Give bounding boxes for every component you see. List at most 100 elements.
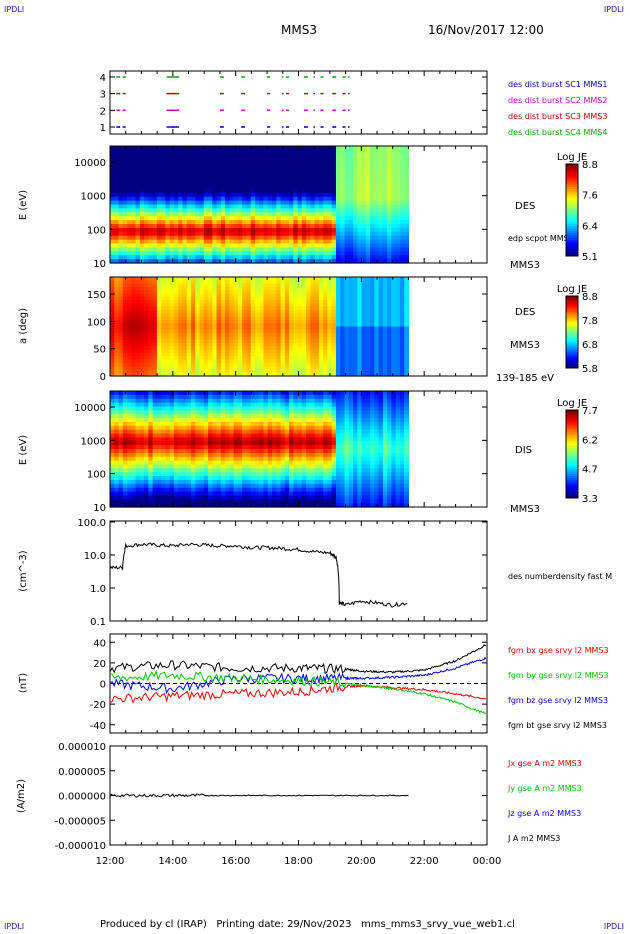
heatmap-cell xyxy=(365,259,371,264)
heatmap-cell xyxy=(314,153,320,159)
heatmap-cell xyxy=(340,286,346,291)
heatmap-cell xyxy=(331,333,337,337)
heatmap-cell xyxy=(267,326,273,331)
heatmap-cell xyxy=(314,204,320,209)
heatmap-cell xyxy=(357,316,363,321)
heatmap-cell xyxy=(250,372,256,377)
heatmap-cell xyxy=(340,333,346,337)
heatmap-cell xyxy=(242,212,248,217)
heatmap-cell xyxy=(229,251,235,256)
heatmap-cell xyxy=(225,290,230,295)
heatmap-cell xyxy=(242,146,248,151)
heatmap-cell xyxy=(254,310,260,314)
heatmap-cell xyxy=(212,188,218,194)
heatmap-cell xyxy=(152,468,158,473)
heatmap-cell xyxy=(195,356,201,361)
heatmap-cell xyxy=(186,356,192,361)
heatmap-cell xyxy=(186,280,192,285)
heatmap-cell xyxy=(191,372,196,377)
heatmap-cell xyxy=(267,369,273,374)
heatmap-cell xyxy=(382,149,388,155)
heatmap-cell xyxy=(131,239,137,245)
heatmap-cell xyxy=(323,251,329,256)
heatmap-cell xyxy=(216,204,222,209)
heatmap-cell xyxy=(148,277,154,281)
heatmap-cell xyxy=(348,231,354,237)
heatmap-cell xyxy=(173,235,179,241)
heatmap-cell xyxy=(404,339,410,344)
heatmap-cell xyxy=(272,277,277,281)
heatmap-cell xyxy=(165,433,171,438)
heatmap-cell xyxy=(156,421,162,427)
heatmap-cell xyxy=(353,169,358,174)
heatmap-cell xyxy=(216,239,222,245)
heatmap-cell xyxy=(353,280,358,285)
heatmap-cell xyxy=(114,456,120,462)
heatmap-cell xyxy=(208,220,213,225)
heatmap-cell xyxy=(284,243,290,248)
burst-marker xyxy=(313,92,316,95)
heatmap-cell xyxy=(318,220,324,225)
heatmap-cell xyxy=(259,192,265,198)
heatmap-cell xyxy=(382,235,388,241)
heatmap-cell xyxy=(391,359,397,364)
heatmap-cell xyxy=(148,359,154,364)
heatmap-cell xyxy=(293,173,299,178)
heatmap-cell xyxy=(250,296,256,301)
heatmap-cell xyxy=(301,286,307,291)
heatmap-cell xyxy=(203,259,209,264)
heatmap-cell xyxy=(263,290,269,295)
heatmap-cell xyxy=(280,251,286,256)
heatmap-cell xyxy=(220,224,226,229)
heatmap-cell xyxy=(118,343,124,347)
heatmap-cell xyxy=(122,181,128,186)
heatmap-cell xyxy=(156,196,162,202)
heatmap-cell xyxy=(378,169,384,174)
heatmap-cell xyxy=(212,366,218,370)
heatmap-cell xyxy=(229,146,235,151)
heatmap-cell xyxy=(216,188,222,194)
heatmap-cell xyxy=(267,239,273,245)
heatmap-cell xyxy=(152,235,158,241)
heatmap-cell xyxy=(284,227,290,233)
heatmap-cell xyxy=(263,243,269,248)
heatmap-cell xyxy=(165,243,171,248)
heatmap-cell xyxy=(186,336,192,341)
heatmap-cell xyxy=(246,192,252,198)
heatmap-cell xyxy=(110,343,115,347)
heatmap-cell xyxy=(353,204,358,209)
heatmap-cell xyxy=(127,220,132,225)
heatmap-cell xyxy=(169,208,175,213)
heatmap-cell xyxy=(250,224,256,229)
heatmap-cell xyxy=(212,212,218,217)
heatmap-cell xyxy=(365,336,371,341)
heatmap-cell xyxy=(225,188,230,194)
heatmap-cell xyxy=(148,313,154,318)
heatmap-cell xyxy=(135,220,141,225)
heatmap-cell xyxy=(314,255,320,260)
heatmap-cell xyxy=(331,216,337,221)
heatmap-cell xyxy=(173,306,179,311)
heatmap-cell xyxy=(110,476,115,481)
heatmap-cell xyxy=(156,280,162,285)
heatmap-cell xyxy=(331,359,337,364)
heatmap-cell xyxy=(191,359,196,364)
heatmap-cell xyxy=(340,243,346,248)
heatmap-cell xyxy=(220,359,226,364)
colorbar-cell xyxy=(566,364,578,367)
heatmap-cell xyxy=(357,277,363,281)
heatmap-cell xyxy=(191,185,196,190)
heatmap-cell xyxy=(182,372,188,377)
heatmap-cell xyxy=(387,227,393,233)
heatmap-cell xyxy=(229,204,235,209)
heatmap-cell xyxy=(272,235,277,241)
heatmap-cell xyxy=(229,181,235,186)
heatmap-cell xyxy=(382,204,388,209)
heatmap-cell xyxy=(182,181,188,186)
heatmap-cell xyxy=(280,336,286,341)
heatmap-cell xyxy=(118,414,124,419)
heatmap-cell xyxy=(131,146,137,151)
heatmap-cell xyxy=(220,243,226,248)
heatmap-cell xyxy=(127,487,132,493)
heatmap-cell xyxy=(387,247,393,252)
